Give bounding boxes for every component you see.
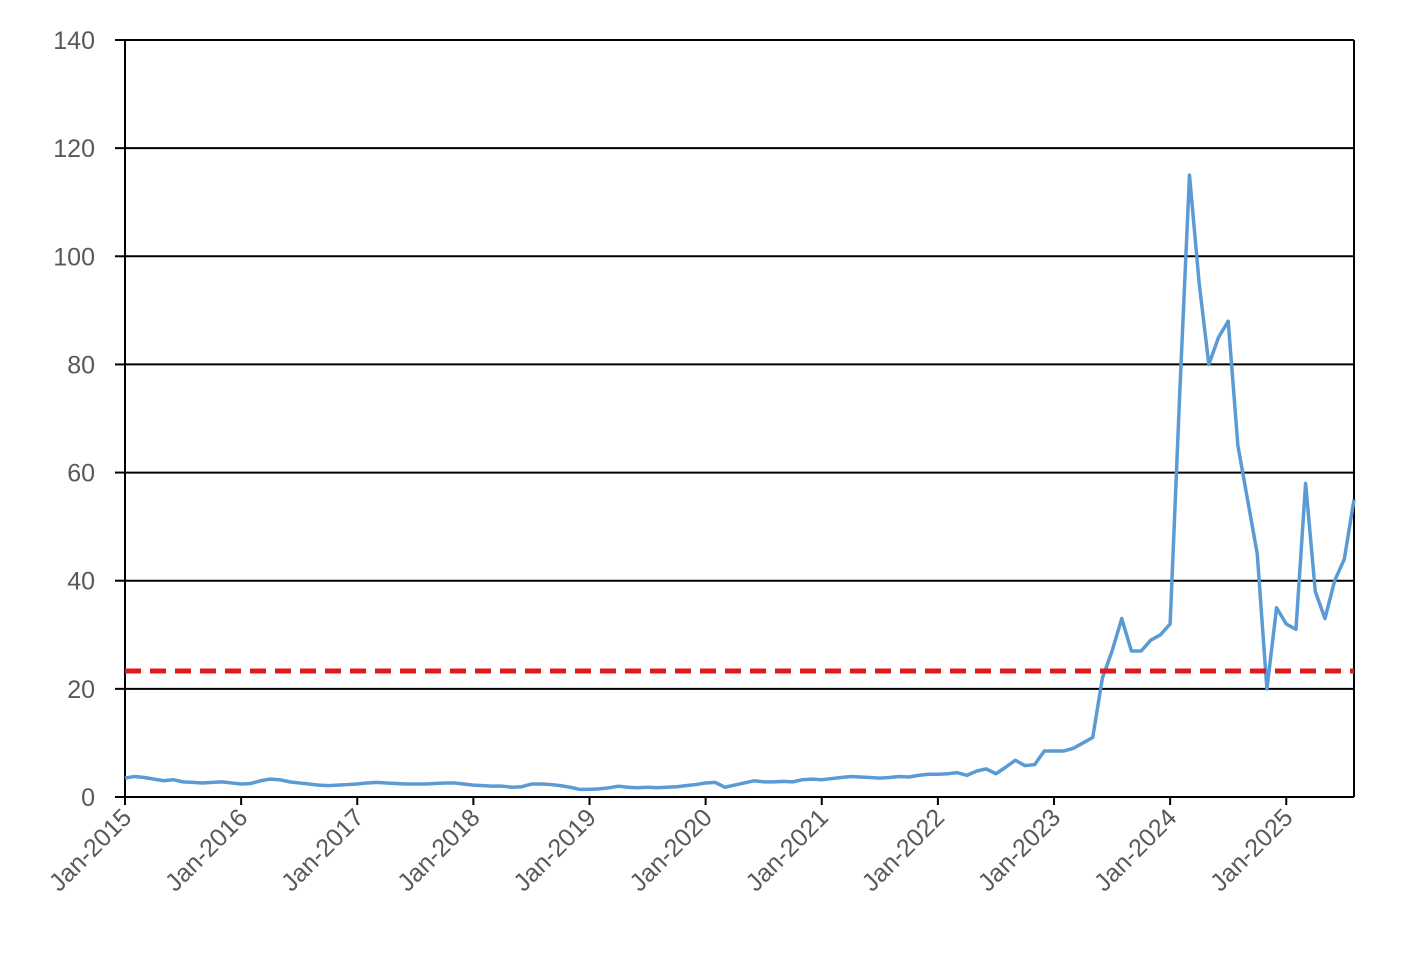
x-tick-label: Jan-2017 xyxy=(276,803,370,897)
x-tick-label: Jan-2022 xyxy=(857,803,951,897)
y-tick-label: 60 xyxy=(67,460,95,488)
data-line xyxy=(124,173,1356,792)
y-tick-label: 20 xyxy=(67,676,95,704)
x-tick-label: Jan-2020 xyxy=(624,803,718,897)
x-tick-label: Jan-2015 xyxy=(44,803,138,897)
y-tick-label: 0 xyxy=(81,784,95,812)
y-tick-label: 120 xyxy=(53,135,95,163)
x-tick-label: Jan-2024 xyxy=(1089,803,1183,897)
x-tick-label: Jan-2023 xyxy=(973,803,1067,897)
y-tick-label: 40 xyxy=(67,568,95,596)
x-tick-label: Jan-2025 xyxy=(1205,803,1299,897)
y-tick-label: 100 xyxy=(53,243,95,271)
x-tick-label: Jan-2021 xyxy=(740,803,834,897)
y-tick-label: 80 xyxy=(67,351,95,379)
x-tick-label: Jan-2016 xyxy=(160,803,254,897)
x-tick-label: Jan-2018 xyxy=(392,803,486,897)
y-tick-label: 140 xyxy=(53,27,95,55)
x-tick-label: Jan-2019 xyxy=(508,803,602,897)
